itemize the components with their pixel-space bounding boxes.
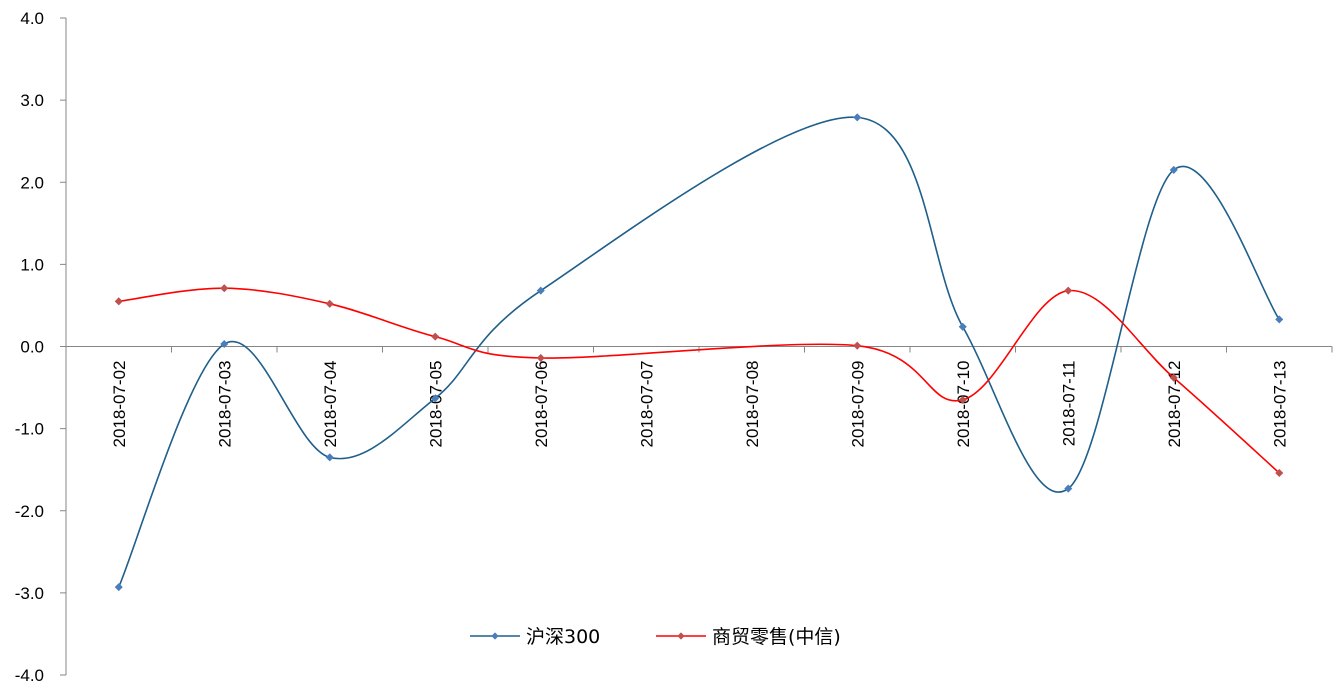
data-point xyxy=(220,340,229,349)
x-tick-label: 2018-07-11 xyxy=(1059,361,1078,447)
y-tick-label: 2.0 xyxy=(20,173,44,192)
data-point xyxy=(1169,165,1178,174)
legend-item: 沪深300 xyxy=(470,626,600,648)
data-point xyxy=(431,332,440,341)
legend: 沪深300 商贸零售(中信) xyxy=(470,626,841,648)
data-point xyxy=(1169,373,1178,382)
x-tick-labels: 2018-07-02 2018-07-03 2018-07-04 2018-07-05… xyxy=(110,361,1290,448)
y-tick-label: -1.0 xyxy=(15,420,44,439)
x-tick-label: 2018-07-10 xyxy=(954,361,973,448)
data-point xyxy=(958,322,967,331)
legend-item: 商贸零售(中信) xyxy=(656,626,841,648)
x-tick-label: 2018-07-07 xyxy=(637,361,656,448)
legend-label: 商贸零售(中信) xyxy=(712,626,841,648)
x-tick-label: 2018-07-08 xyxy=(743,361,762,448)
data-point xyxy=(536,353,545,363)
x-tick-label: 2018-07-06 xyxy=(532,361,551,448)
y-tick-label: -4.0 xyxy=(15,666,44,684)
data-point xyxy=(1275,315,1284,324)
series-line xyxy=(118,116,1280,588)
x-tick-label: 2018-07-13 xyxy=(1270,361,1289,448)
y-tick-labels: 4.0 3.0 2.0 1.0 0.0 -1.0 -2.0 -3.0 -4.0 xyxy=(15,9,44,684)
data-point xyxy=(1064,484,1073,493)
data-point xyxy=(853,113,862,122)
x-tick-label: 2018-07-05 xyxy=(426,361,445,448)
x-tick-label: 2018-07-02 xyxy=(110,361,129,448)
x-tick-label: 2018-07-09 xyxy=(848,361,867,448)
x-tick-label: 2018-07-04 xyxy=(321,361,340,448)
data-point xyxy=(220,284,229,293)
data-point xyxy=(853,341,862,350)
series-line xyxy=(118,287,1280,474)
y-tick-label: 1.0 xyxy=(20,255,44,274)
y-tick-label: 4.0 xyxy=(20,9,44,28)
legend-marker xyxy=(491,632,499,640)
data-point xyxy=(114,583,123,592)
y-tick-label: 0.0 xyxy=(20,338,44,357)
data-point xyxy=(325,299,334,308)
series-layer xyxy=(114,113,1284,592)
y-tick-label: -3.0 xyxy=(15,584,44,603)
axes xyxy=(60,17,1333,676)
data-point xyxy=(431,394,440,403)
series-1 xyxy=(114,284,1284,477)
y-tick-label: 3.0 xyxy=(20,91,44,110)
data-point xyxy=(114,297,123,306)
series-0 xyxy=(114,113,1284,592)
x-tick-label: 2018-07-12 xyxy=(1165,361,1184,448)
y-tick-label: -2.0 xyxy=(15,502,44,521)
data-point xyxy=(1064,286,1073,295)
data-point xyxy=(958,395,967,404)
data-point xyxy=(325,453,334,462)
legend-label: 沪深300 xyxy=(526,626,600,648)
data-point xyxy=(536,286,545,295)
data-point xyxy=(1275,468,1284,477)
legend-marker xyxy=(677,632,685,640)
x-tick-label: 2018-07-03 xyxy=(215,361,234,448)
